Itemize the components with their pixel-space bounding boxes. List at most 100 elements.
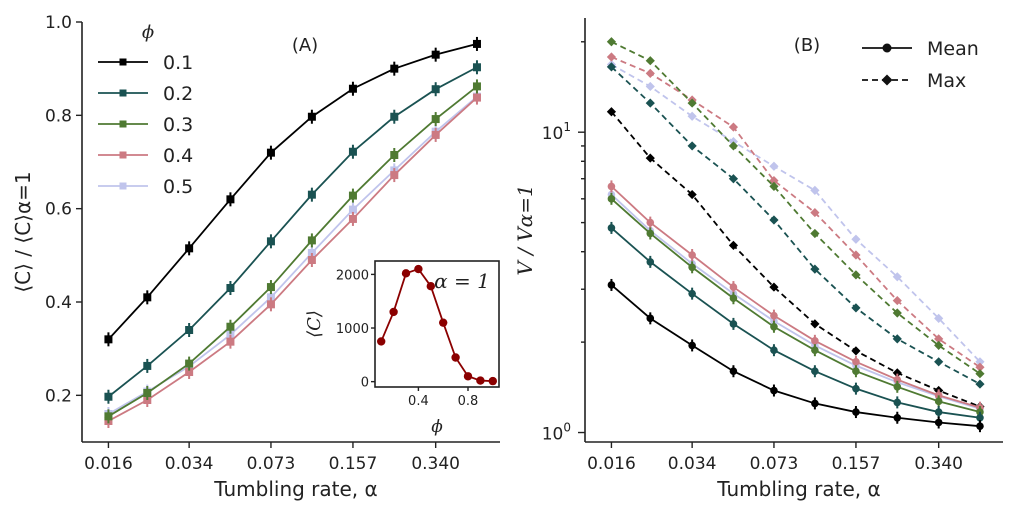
panel-b-mean-point-0.3: [893, 382, 902, 391]
panel-a-point-0.4: [185, 368, 194, 376]
panel-b-max-point-0.3: [810, 228, 820, 239]
panel-b-mean-point-0.1: [893, 413, 902, 422]
panel-b-max-point-0.4: [975, 362, 985, 372]
panel-b-max-point-0.1: [769, 282, 779, 292]
panel-a-point-0.3: [185, 359, 194, 368]
panel-b-max-point-0.2: [975, 379, 985, 389]
panel-b-x-tick-label: 0.034: [668, 454, 717, 474]
panel-a-x-tick-label: 0.034: [165, 454, 214, 474]
panel-a-point-0.4: [266, 300, 275, 309]
inset-annotation: α = 1: [434, 269, 490, 293]
panel-b-max-point-0.4: [892, 295, 902, 306]
panel-b-mean-line-0.4: [610, 185, 981, 409]
legend-a-marker-0.5: [119, 182, 127, 190]
panel-a-x-tick-label: 0.016: [84, 454, 133, 474]
panel-b-mean-point-0.1: [976, 422, 984, 430]
panel-b-mean-point-0.4: [688, 251, 696, 259]
panel-b-max-point-0.3: [728, 141, 739, 151]
panel-a-point-0.3: [266, 283, 275, 292]
panel-b-mean-point-0.1: [607, 281, 616, 289]
legend-a-marker-0.3: [119, 120, 127, 128]
panel-b-mean-point-0.1: [811, 399, 819, 408]
panel-b-max-point-0.2: [892, 334, 902, 344]
panel-a-series-line-0.1: [107, 43, 478, 340]
panel-a-y-tick-label: 0.8: [45, 106, 72, 126]
panel-a-point-0.1: [266, 148, 275, 157]
inset-point: [451, 353, 460, 362]
panel-a-point-0.2: [307, 190, 316, 199]
panel-b-max-point-0.5: [687, 111, 697, 121]
panel-b-mean-point-0.2: [770, 346, 778, 354]
panel-a-point-0.2: [390, 112, 399, 121]
panel-b-mean-point-0.3: [852, 367, 860, 376]
panel-b-mean-point-0.3: [607, 195, 616, 203]
panel-b-mean-point-0.4: [646, 218, 655, 227]
panel-b-max-point-0.2: [769, 215, 779, 225]
panel-b-mean-point-0.3: [688, 263, 696, 272]
panel-b-mean-point-0.2: [688, 289, 696, 298]
panel-a-y-axis-label: ⟨C⟩ / ⟨C⟩α=1: [11, 171, 35, 292]
panel-b-mean-point-0.3: [811, 346, 819, 354]
panel-b-max-point-0.1: [728, 240, 739, 250]
panel-a-point-0.2: [348, 147, 357, 156]
inset-point: [389, 307, 398, 317]
inset-x-tick-label: 0.4: [408, 394, 429, 409]
legend-a-marker-0.2: [119, 89, 127, 97]
legend-a-label-0.4: 0.4: [163, 145, 193, 167]
panel-b-mean-point-0.4: [852, 357, 860, 366]
panel-b-max-point-0.2: [934, 357, 944, 367]
inset-point: [463, 372, 473, 381]
panel-b-max-point-0.4: [728, 122, 739, 132]
panel-a-point-0.3: [307, 236, 316, 245]
panel-b-max-point-0.1: [851, 346, 861, 356]
panel-b-max-point-0.4: [810, 207, 820, 218]
panel-b-max-line-0.2: [610, 66, 981, 385]
panel-b-max-point-0.3: [687, 98, 697, 108]
panel-a-point-0.1: [431, 50, 440, 59]
panel-a-point-0.3: [226, 322, 235, 331]
panel-a-point-0.2: [143, 361, 152, 370]
panel-b-label: (B): [794, 35, 820, 56]
inset-frame: [374, 260, 500, 388]
panel-b-mean-point-0.1: [646, 314, 655, 323]
inset-point: [439, 318, 448, 327]
panel-b-mean-point-0.3: [646, 229, 655, 238]
panel-b-max-line-0.5: [610, 63, 981, 363]
legend-a-label-0.2: 0.2: [163, 83, 193, 105]
panel-b-max-point-0.3: [934, 340, 944, 351]
panel-a-point-0.1: [226, 195, 235, 204]
panel-a-point-0.3: [472, 82, 481, 91]
panel-a-point-0.4: [431, 130, 440, 139]
legend-a-label-0.3: 0.3: [163, 114, 193, 136]
panel-b-mean-point-0.3: [729, 294, 738, 303]
panel-a-point-0.2: [472, 63, 481, 72]
panel-b-mean-point-0.2: [729, 320, 738, 328]
panel-b-mean-point-0.1: [729, 367, 738, 376]
panel-b-max-point-0.2: [645, 98, 655, 108]
panel-b-max-point-0.5: [851, 234, 861, 244]
panel-b-mean-point-0.1: [934, 418, 943, 427]
panel-b-x-tick-label: 0.340: [914, 454, 963, 474]
panel-b-mean-point-0.1: [852, 408, 860, 416]
panel-b-max-point-0.2: [687, 141, 697, 151]
inset-point: [401, 269, 411, 278]
panel-b-mean-point-0.2: [976, 413, 984, 422]
panel-b-mean-line-0.3: [610, 198, 981, 413]
panel-a-point-0.4: [472, 93, 481, 102]
panel-a-point-0.5: [348, 205, 357, 214]
panel-b-max-point-0.4: [606, 52, 617, 62]
panel-a-label: (A): [292, 35, 318, 56]
inset-y-tick-label: 1000: [336, 322, 369, 337]
inset-point: [377, 337, 386, 346]
inset-y-tick-label: 2000: [336, 268, 369, 283]
panel-b-mean-point-0.2: [607, 224, 616, 232]
panel-a-x-tick-label: 0.073: [247, 454, 296, 474]
panel-b-max-point-0.3: [851, 270, 861, 280]
panel-b-max-point-0.5: [810, 185, 820, 196]
panel-b-y-tick-label: 100: [542, 421, 571, 445]
panel-a-point-0.1: [307, 112, 316, 121]
panel-b-mean-point-0.2: [646, 258, 655, 266]
panel-b-max-line-0.4: [611, 56, 981, 368]
panel-a-point-0.3: [348, 191, 357, 200]
panel-b-max-point-0.2: [810, 264, 820, 274]
